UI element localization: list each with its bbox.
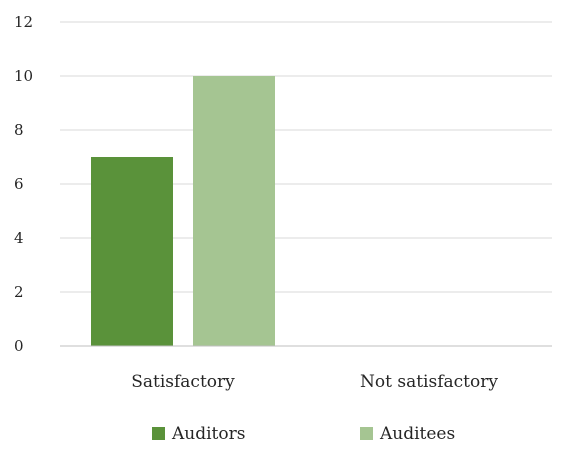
y-tick-label: 8	[14, 121, 24, 139]
y-tick-label: 6	[14, 175, 24, 193]
y-axis-ticks: 0 2 4 6 8 10 12	[14, 13, 33, 355]
x-category-label: Satisfactory	[131, 372, 235, 392]
legend-swatch-auditors	[152, 427, 165, 440]
legend: Auditors Auditees	[152, 424, 455, 444]
x-axis-categories: Satisfactory Not satisfactory	[131, 372, 498, 392]
legend-label-auditors: Auditors	[171, 424, 245, 444]
y-tick-label: 12	[14, 13, 33, 31]
y-tick-label: 0	[14, 337, 24, 355]
y-tick-label: 10	[14, 67, 33, 85]
bar-auditors-satisfactory	[91, 157, 173, 346]
bars	[91, 76, 275, 346]
legend-swatch-auditees	[360, 427, 373, 440]
y-tick-label: 4	[14, 229, 24, 247]
bar-auditees-satisfactory	[193, 76, 275, 346]
legend-label-auditees: Auditees	[379, 424, 455, 444]
y-tick-label: 2	[14, 283, 24, 301]
x-category-label: Not satisfactory	[360, 372, 498, 392]
